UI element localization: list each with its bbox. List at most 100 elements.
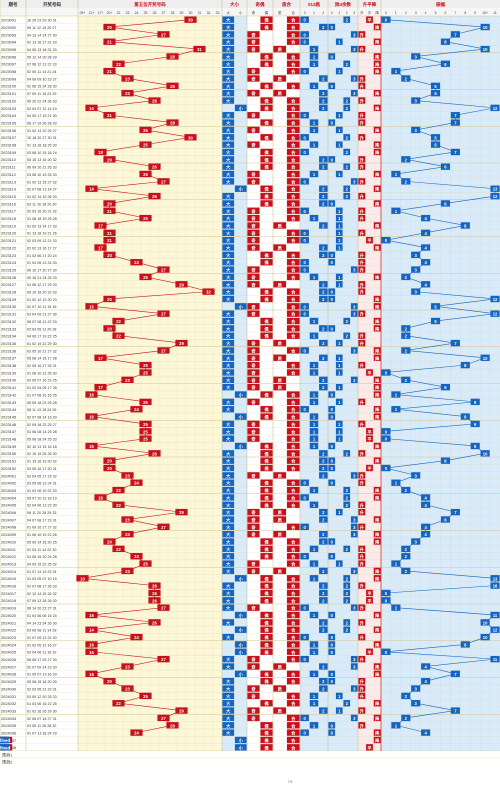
mod4-mark-label: 0 [331, 466, 334, 471]
mod3-mark [300, 310, 309, 317]
prime-mark [273, 222, 287, 229]
pos5-value-mark [85, 648, 98, 655]
trend-mark [358, 707, 366, 714]
size-mark-label: 大 [226, 200, 231, 207]
trend-mark-label: 升 [360, 193, 365, 200]
draw-numbers: 02 07 08 13 14 27 [27, 188, 57, 192]
parity-mark-label: 偶 [264, 289, 269, 296]
mod3-mark-label: 0 [303, 268, 306, 273]
mod4-mark-label: 0 [331, 253, 334, 258]
mod3-mark [319, 97, 328, 104]
pos5-value-mark [148, 163, 161, 170]
mod4-mark [328, 406, 336, 413]
prime-mark-label: 合 [291, 744, 296, 751]
size-mark [234, 736, 247, 744]
size-mark-label: 大 [226, 98, 231, 105]
trend-mark-label: 升 [360, 561, 365, 568]
pos5-value-mark-label: 16 [89, 444, 94, 449]
prime-mark-label: 合 [291, 318, 296, 325]
parity-mark [260, 442, 273, 450]
pos5-value-mark [166, 53, 179, 60]
parity-mark-label: 偶 [264, 539, 269, 546]
mod3-mark [319, 354, 328, 361]
amplitude-mark-label: 9 [474, 444, 477, 449]
issue-number: 2024023 [1, 635, 16, 640]
mod3-mark [300, 38, 309, 45]
parity-mark [260, 589, 273, 597]
amplitude-mark [401, 553, 411, 560]
size-mark [222, 16, 235, 23]
trend-mark-label: 升 [360, 472, 365, 479]
parity-mark [260, 185, 273, 192]
mod4-mark-label: 3 [353, 91, 356, 96]
mod3-mark-label: 1 [313, 400, 316, 405]
draw-numbers: 02 04 06 13 22 30 [27, 504, 57, 508]
pos5-value-mark [112, 317, 125, 325]
pos5-value-mark [85, 104, 98, 112]
parity-mark [247, 31, 260, 38]
mod4-mark [343, 501, 351, 508]
trend-mark-label: 升 [360, 708, 365, 715]
parity-mark-label: 奇 [251, 222, 256, 229]
prime-mark-label: 质 [278, 90, 283, 97]
parity-mark [260, 641, 273, 648]
mod4-mark [328, 259, 336, 266]
size-mark-label: 小 [239, 627, 244, 634]
size-mark-label: 大 [226, 546, 231, 553]
mod3-mark-label: 2 [322, 341, 325, 346]
size-mark [222, 259, 235, 266]
prime-mark-label: 合 [291, 156, 296, 163]
amplitude-mark-label: 4 [424, 731, 427, 736]
size-mark-label: 大 [226, 333, 231, 340]
prime-mark-label: 合 [291, 561, 296, 568]
mod3-mark-label: 2 [322, 540, 325, 545]
size-mark [234, 575, 247, 582]
header-amp: 振幅 [436, 1, 445, 8]
mod4-mark-label: 0 [331, 642, 334, 647]
prime-mark-label: 合 [291, 678, 296, 685]
amplitude-mark-label: 3 [415, 290, 418, 295]
size-mark [222, 457, 235, 464]
pos5-value-mark-label: 21 [107, 238, 112, 243]
amplitude-mark-label: 0 [385, 370, 388, 375]
parity-mark [260, 119, 273, 126]
trend-mark [358, 214, 366, 222]
mod3-mark-label: 2 [322, 290, 325, 295]
parity-mark-label: 偶 [264, 134, 269, 141]
amplitude-mark [440, 516, 451, 523]
amplitude-mark [490, 655, 500, 663]
amplitude-mark-label: 2 [405, 488, 408, 493]
pos5-value-mark [157, 266, 170, 273]
pos5-value-mark [121, 531, 134, 538]
issue-number: 2023112 [1, 172, 16, 177]
pos5-value-mark-label: 25 [143, 429, 148, 434]
size-mark-label: 大 [226, 46, 231, 53]
mod4-mark [335, 369, 343, 376]
mod3-mark-label: 1 [313, 47, 316, 52]
mod4-mark [343, 104, 351, 112]
pos5-value-mark-label: 25 [143, 562, 148, 567]
size-mark [222, 501, 235, 508]
mod4-mark [350, 376, 358, 383]
issue-number: 2023109 [1, 150, 16, 155]
mod3-mark [309, 501, 319, 508]
mod3-mark-label: 1 [313, 422, 316, 427]
amplitude-mark-label: 7 [454, 510, 457, 515]
mod3-mark [300, 553, 309, 560]
parity-mark [260, 82, 273, 89]
size-mark [222, 23, 235, 31]
issue-number: 2023125 [1, 267, 16, 272]
amplitude-mark-label: 12 [493, 628, 498, 633]
trend-mark [358, 332, 366, 339]
parity-mark-label: 偶 [264, 700, 269, 707]
mod4-mark-label: 0 [331, 326, 334, 331]
parity-mark [247, 655, 260, 663]
pos5-value-mark [193, 45, 206, 53]
mod4-mark [335, 361, 343, 369]
trend-mark [358, 604, 366, 611]
amplitude-mark-label: 12 [493, 194, 498, 199]
prime-mark [286, 60, 300, 67]
parity-mark-label: 偶 [264, 120, 269, 127]
mod4-mark [328, 325, 336, 332]
size-mark [222, 251, 235, 259]
